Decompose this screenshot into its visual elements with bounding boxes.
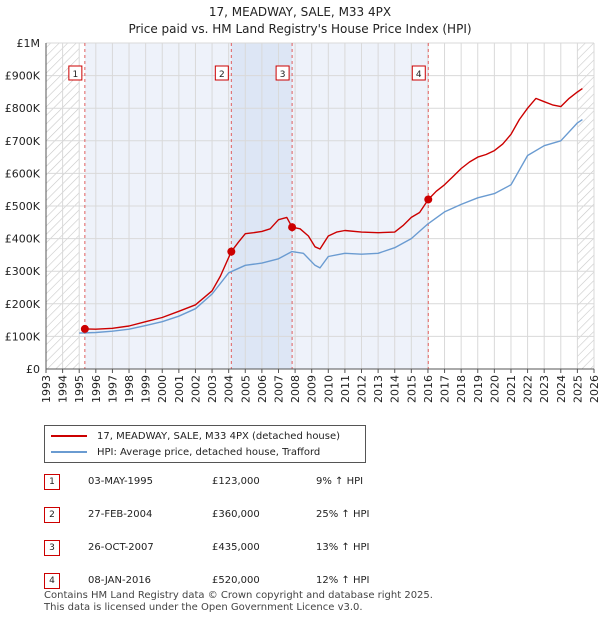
sale-label: 3 bbox=[280, 70, 286, 80]
sale-price: £123,000 bbox=[212, 476, 260, 487]
series-line-property bbox=[84, 88, 583, 330]
legend-label-property: 17, MEADWAY, SALE, M33 4PX (detached hou… bbox=[97, 430, 341, 442]
x-tick-label: 1996 bbox=[90, 375, 103, 403]
x-tick-label: 2021 bbox=[505, 375, 518, 403]
sale-label-box bbox=[214, 65, 229, 81]
x-tick-label: 2024 bbox=[555, 375, 568, 403]
x-tick-label: 1995 bbox=[73, 375, 86, 403]
x-tick-label: 2007 bbox=[272, 375, 285, 403]
x-tick-label: 2013 bbox=[372, 375, 385, 403]
x-tick-label: 2019 bbox=[472, 375, 485, 403]
sale-row: 2 27-FEB-2004 £360,000 25% ↑ HPI bbox=[44, 507, 404, 525]
x-tick-label: 2016 bbox=[422, 375, 435, 403]
sale-row: 4 08-JAN-2016 £520,000 12% ↑ HPI bbox=[44, 573, 404, 591]
sale-hpi-change: 13% ↑ HPI bbox=[316, 542, 370, 553]
x-tick-label: 1997 bbox=[106, 375, 119, 403]
sale-hpi-change: 25% ↑ HPI bbox=[316, 509, 370, 520]
x-tick-label: 2025 bbox=[571, 375, 584, 403]
sale-date: 26-OCT-2007 bbox=[88, 542, 154, 553]
x-tick-label: 2023 bbox=[538, 375, 551, 403]
sale-date: 08-JAN-2016 bbox=[88, 575, 152, 586]
sale-label: 4 bbox=[416, 70, 422, 80]
legend-item-property: 17, MEADWAY, SALE, M33 4PX (detached hou… bbox=[51, 428, 340, 444]
sale-point bbox=[80, 324, 89, 333]
x-tick-label: 2009 bbox=[306, 375, 319, 403]
y-tick-label: £200K bbox=[5, 298, 41, 311]
y-tick-label: £100K bbox=[5, 330, 41, 343]
sale-label: 2 bbox=[219, 70, 225, 80]
sale-price: £520,000 bbox=[212, 575, 260, 586]
x-tick-label: 2022 bbox=[522, 375, 535, 403]
x-tick-label: 2000 bbox=[156, 375, 169, 403]
sale-point bbox=[288, 223, 297, 232]
x-tick-label: 1993 bbox=[40, 375, 53, 403]
x-tick-label: 2005 bbox=[239, 375, 252, 403]
sale-label: 1 bbox=[72, 70, 78, 80]
y-tick-label: £600K bbox=[5, 167, 41, 180]
x-tick-label: 2010 bbox=[322, 375, 335, 403]
y-tick-label: £400K bbox=[5, 233, 41, 246]
x-tick-label: 2017 bbox=[439, 375, 452, 403]
sale-label-box bbox=[275, 65, 290, 81]
footer: Contains HM Land Registry data © Crown c… bbox=[44, 590, 433, 614]
x-tick-label: 2014 bbox=[389, 375, 402, 403]
x-tick-label: 2011 bbox=[339, 375, 352, 403]
sale-row: 3 26-OCT-2007 £435,000 13% ↑ HPI bbox=[44, 540, 404, 558]
footer-licence: This data is licensed under the Open Gov… bbox=[44, 602, 363, 613]
x-tick-label: 2006 bbox=[256, 375, 269, 403]
sale-hpi-change: 12% ↑ HPI bbox=[316, 575, 370, 586]
x-tick-label: 2001 bbox=[173, 375, 186, 403]
sale-hpi-change: 9% ↑ HPI bbox=[316, 476, 364, 487]
sale-number-badge: 1 bbox=[44, 474, 60, 490]
chart-title: 17, MEADWAY, SALE, M33 4PX bbox=[208, 5, 392, 19]
legend: 17, MEADWAY, SALE, M33 4PX (detached hou… bbox=[44, 425, 366, 463]
x-tick-label: 2020 bbox=[488, 375, 501, 403]
legend-swatch-hpi bbox=[51, 451, 87, 453]
sale-number-badge: 3 bbox=[44, 540, 60, 556]
sale-label-box bbox=[411, 65, 426, 81]
sale-price: £360,000 bbox=[212, 509, 260, 520]
x-tick-label: 2004 bbox=[223, 375, 236, 403]
x-tick-label: 2003 bbox=[206, 375, 219, 403]
legend-label-hpi: HPI: Average price, detached house, Traf… bbox=[97, 446, 321, 458]
x-tick-label: 1994 bbox=[57, 375, 70, 403]
sale-label-box bbox=[68, 65, 83, 81]
sale-date: 03-MAY-1995 bbox=[88, 476, 154, 487]
sale-point bbox=[227, 247, 236, 256]
sale-row: 1 03-MAY-1995 £123,000 9% ↑ HPI bbox=[44, 474, 404, 492]
x-tick-label: 2008 bbox=[289, 375, 302, 403]
y-tick-label: £700K bbox=[5, 135, 41, 148]
y-tick-label: £500K bbox=[5, 200, 41, 213]
legend-item-hpi: HPI: Average price, detached house, Traf… bbox=[51, 444, 320, 460]
x-tick-label: 1999 bbox=[140, 375, 153, 403]
sale-point bbox=[424, 195, 433, 204]
y-tick-label: £800K bbox=[5, 102, 41, 115]
sale-date: 27-FEB-2004 bbox=[88, 509, 153, 520]
footer-copyright: Contains HM Land Registry data © Crown c… bbox=[44, 590, 433, 601]
x-tick-label: 2026 bbox=[588, 375, 600, 403]
x-tick-label: 1998 bbox=[123, 375, 136, 403]
y-tick-label: £900K bbox=[5, 70, 41, 83]
legend-swatch-property bbox=[51, 435, 87, 437]
x-tick-label: 2002 bbox=[189, 375, 202, 403]
price-chart: 1 2 3 4 £0 £100K £200K £300K £400K £500K £600K £70… bbox=[5, 37, 600, 403]
y-tick-label: £0 bbox=[26, 363, 40, 376]
sale-number-badge: 4 bbox=[44, 573, 60, 589]
series-line-hpi bbox=[79, 119, 583, 334]
x-tick-label: 2018 bbox=[455, 375, 468, 403]
y-tick-label: £300K bbox=[5, 265, 41, 278]
chart-subtitle: Price paid vs. HM Land Registry's House … bbox=[128, 22, 472, 36]
x-tick-label: 2015 bbox=[405, 375, 418, 403]
y-tick-label: £1M bbox=[17, 37, 41, 50]
sale-number-badge: 2 bbox=[44, 507, 60, 523]
sale-price: £435,000 bbox=[212, 542, 260, 553]
x-tick-label: 2012 bbox=[356, 375, 369, 403]
